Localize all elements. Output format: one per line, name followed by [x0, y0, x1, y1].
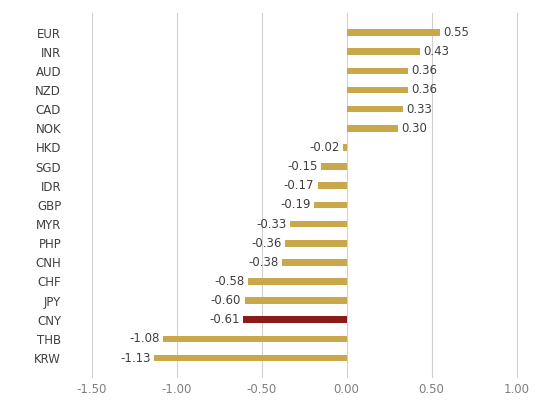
Bar — [317, 182, 346, 189]
Text: 0.36: 0.36 — [411, 64, 437, 77]
Text: -0.36: -0.36 — [251, 236, 282, 249]
Text: 0.30: 0.30 — [401, 122, 427, 135]
Bar — [290, 220, 346, 227]
Bar — [248, 278, 346, 285]
Text: -0.19: -0.19 — [280, 198, 311, 211]
Text: 0.55: 0.55 — [443, 26, 469, 39]
Bar — [346, 87, 408, 93]
Text: 0.43: 0.43 — [423, 45, 449, 58]
Bar — [163, 336, 346, 342]
Bar — [346, 48, 420, 55]
Text: -0.61: -0.61 — [209, 313, 239, 326]
Text: 0.36: 0.36 — [411, 84, 437, 97]
Text: 0.33: 0.33 — [406, 102, 432, 116]
Text: -0.02: -0.02 — [309, 141, 340, 154]
Bar — [321, 163, 346, 170]
Bar — [282, 259, 346, 266]
Bar — [285, 240, 346, 247]
Text: -1.08: -1.08 — [129, 332, 160, 345]
Text: -0.15: -0.15 — [287, 160, 317, 173]
Text: -1.13: -1.13 — [120, 352, 151, 365]
Bar — [346, 106, 403, 113]
Bar — [346, 68, 408, 74]
Bar — [155, 354, 346, 361]
Bar — [245, 297, 346, 304]
Bar — [314, 202, 346, 208]
Text: -0.60: -0.60 — [211, 294, 241, 307]
Text: -0.17: -0.17 — [284, 179, 314, 192]
Text: -0.58: -0.58 — [214, 275, 245, 288]
Bar — [343, 144, 346, 151]
Bar — [243, 316, 346, 323]
Bar — [346, 29, 440, 36]
Text: -0.38: -0.38 — [248, 256, 278, 269]
Bar — [346, 125, 398, 131]
Text: -0.33: -0.33 — [257, 218, 287, 231]
